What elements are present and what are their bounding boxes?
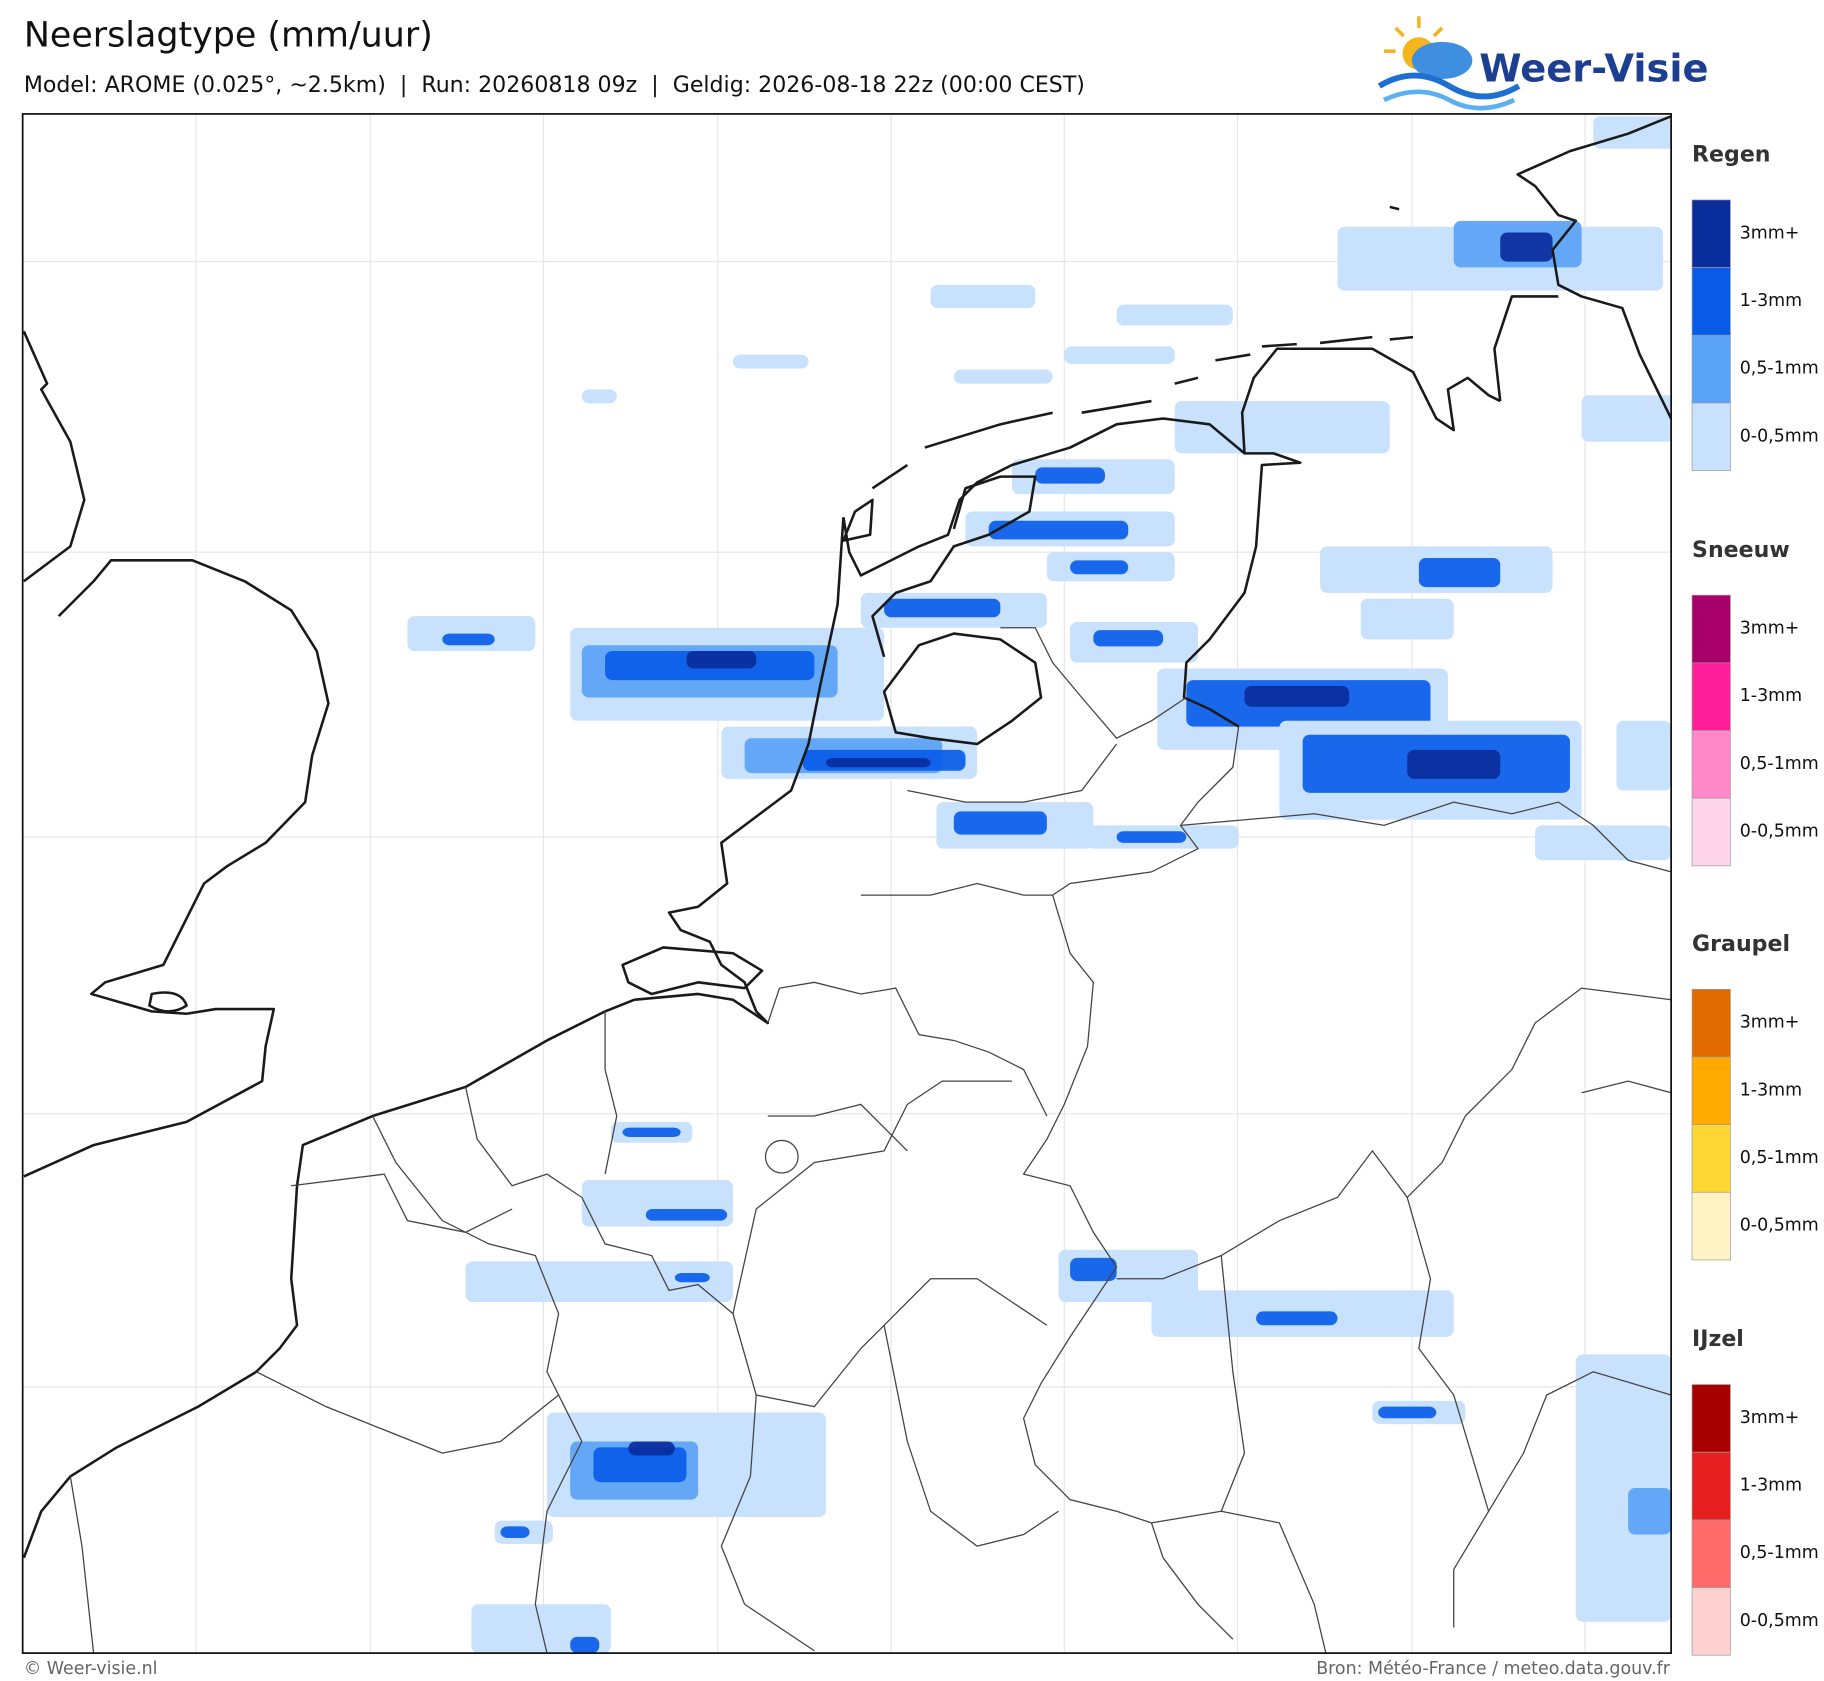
- precip-area: [1116, 831, 1187, 843]
- precip-area: [1575, 1354, 1672, 1622]
- precip-area: [884, 598, 1001, 618]
- precip-area: [581, 389, 617, 404]
- precip-area: [1378, 1406, 1437, 1419]
- precip-area: [465, 1261, 733, 1303]
- precip-area: [1064, 346, 1175, 364]
- subtitle: Model: AROME (0.025°, ~2.5km) | Run: 202…: [24, 73, 1085, 98]
- legend: Regen 3mm+ 1-3mm 0,5-1mm 0-0,5mm Sneeuw 3mm+ 1-…: [1691, 143, 1819, 1656]
- legend-swatch: [1691, 402, 1731, 471]
- legend-swatch: [1691, 594, 1731, 664]
- precip-area: [1628, 1488, 1672, 1535]
- legend-label: 3mm+: [1740, 619, 1800, 639]
- precip-area: [1093, 630, 1164, 647]
- legend-swatch: [1691, 1056, 1731, 1125]
- legend-label: 0-0,5mm: [1740, 1216, 1819, 1236]
- logo: Weer-Visie: [1377, 16, 1708, 111]
- precip-area: [674, 1272, 710, 1283]
- precip-area: [1256, 1311, 1338, 1326]
- legend-swatch: [1691, 1191, 1731, 1261]
- legend-title: Graupel: [1692, 932, 1790, 957]
- precip-area: [1174, 401, 1390, 454]
- precip-area: [1581, 395, 1672, 442]
- legend-swatch: [1691, 1587, 1731, 1656]
- legend-label: 1-3mm: [1740, 291, 1802, 311]
- precip-area: [1035, 467, 1105, 484]
- precip-area: [1070, 560, 1129, 575]
- legend-label: 0,5-1mm: [1740, 1543, 1819, 1563]
- precip-area: [953, 369, 1053, 384]
- legend-swatch: [1691, 1519, 1731, 1588]
- title: Neerslagtype (mm/uur): [24, 16, 433, 56]
- precip-area: [1535, 825, 1672, 861]
- legend-label: 0-0,5mm: [1740, 426, 1819, 446]
- precip-area: [953, 811, 1047, 835]
- legend-title: Sneeuw: [1692, 538, 1790, 563]
- legend-title: IJzel: [1692, 1327, 1744, 1352]
- precip-area: [1244, 685, 1350, 707]
- precip-area: [593, 1447, 687, 1483]
- legend-label: 0-0,5mm: [1740, 1611, 1819, 1631]
- precip-area: [988, 520, 1129, 540]
- copyright: © Weer-visie.nl: [24, 1659, 158, 1679]
- legend-title: Regen: [1692, 143, 1770, 168]
- precip-area: [1360, 598, 1454, 640]
- legend-label: 0,5-1mm: [1740, 359, 1819, 379]
- map: [22, 113, 1672, 1654]
- legend-label: 3mm+: [1740, 1013, 1800, 1033]
- legend-label: 1-3mm: [1740, 686, 1802, 706]
- legend-label: 3mm+: [1740, 223, 1800, 243]
- legend-swatch: [1691, 199, 1731, 268]
- precip-area: [500, 1526, 530, 1539]
- source: Bron: Météo-France / meteo.data.gouv.fr: [1316, 1659, 1671, 1679]
- legend-label: 0,5-1mm: [1740, 754, 1819, 774]
- precip-area: [1500, 232, 1553, 262]
- legend-swatch: [1691, 267, 1731, 336]
- legend-swatch: [1691, 334, 1731, 404]
- map-frame: [21, 113, 1672, 1654]
- precip-area: [628, 1441, 675, 1456]
- legend-label: 0-0,5mm: [1740, 822, 1819, 842]
- legend-swatch: [1691, 988, 1731, 1058]
- precip-area: [930, 284, 1036, 309]
- legend-swatch: [1691, 1451, 1731, 1521]
- precip-area: [732, 354, 809, 369]
- legend-swatch: [1691, 730, 1731, 799]
- precip-area: [825, 757, 931, 768]
- legend-swatch: [1691, 1384, 1731, 1453]
- precip-area: [1407, 749, 1501, 779]
- precip-area: [686, 651, 757, 669]
- precip-area: [570, 1636, 600, 1654]
- legend-swatch: [1691, 662, 1731, 731]
- precip-area: [1418, 558, 1501, 588]
- precip-area: [1116, 304, 1233, 326]
- legend-label: 1-3mm: [1740, 1476, 1802, 1496]
- legend-label: 0,5-1mm: [1740, 1148, 1819, 1168]
- legend-label: 3mm+: [1740, 1408, 1800, 1428]
- precip-area: [645, 1209, 728, 1221]
- logo-text: Weer-Visie: [1479, 46, 1708, 91]
- legend-label: 1-3mm: [1740, 1080, 1802, 1100]
- legend-swatch: [1691, 797, 1731, 867]
- precip-area: [1070, 1257, 1117, 1282]
- precip-area: [622, 1127, 681, 1137]
- precip-area: [442, 633, 495, 646]
- precip-area: [1616, 720, 1672, 791]
- legend-swatch: [1691, 1124, 1731, 1193]
